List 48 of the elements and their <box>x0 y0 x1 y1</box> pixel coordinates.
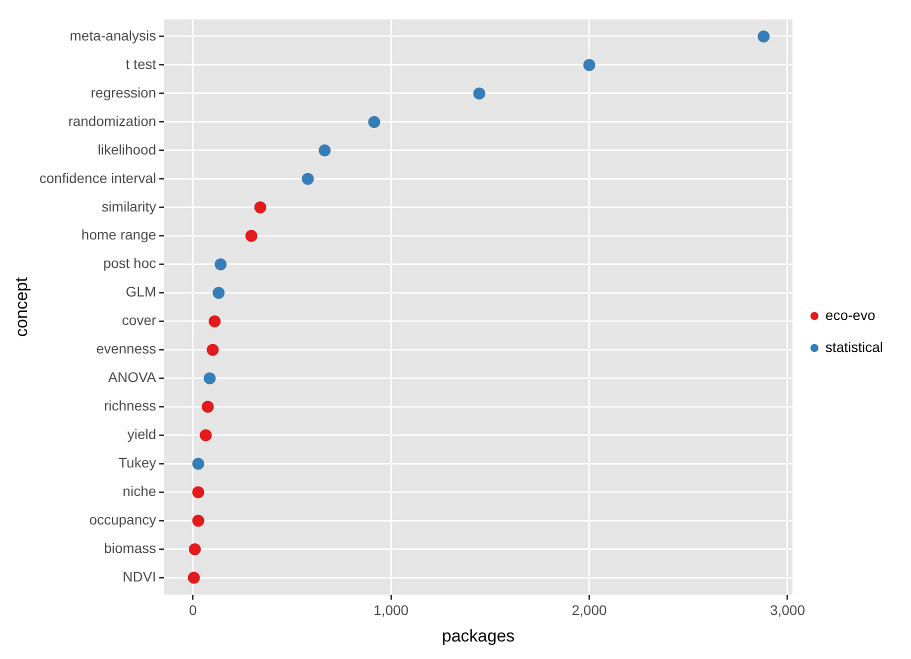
y-tick-label: biomass <box>104 540 156 556</box>
y-tick-label: niche <box>122 483 156 500</box>
x-tick-label: 1,000 <box>374 602 409 618</box>
y-tick-label: GLM <box>126 284 156 300</box>
point <box>214 258 227 270</box>
y-axis-title: concept <box>12 277 31 337</box>
y-tick-label: likelihood <box>98 141 156 158</box>
point <box>200 429 212 442</box>
point <box>206 344 219 356</box>
point <box>583 58 596 71</box>
point <box>212 286 225 299</box>
point <box>318 144 331 156</box>
point <box>368 116 380 128</box>
y-tick-label: randomization <box>68 112 156 129</box>
y-tick-label: richness <box>104 398 156 414</box>
y-tick-label: occupancy <box>89 512 156 528</box>
point <box>192 514 204 527</box>
point <box>245 230 258 242</box>
x-tick-label: 3,000 <box>770 602 806 618</box>
y-tick-label: home range <box>81 226 156 243</box>
x-tick-label: 0 <box>188 602 197 618</box>
point <box>192 486 204 498</box>
point <box>473 87 486 100</box>
y-tick-label: yield <box>127 426 156 442</box>
point <box>202 400 214 413</box>
y-tick-label: t test <box>126 56 156 72</box>
x-axis-title: packages <box>442 626 515 646</box>
legend-label: eco-evo <box>825 306 876 323</box>
y-tick-label: ANOVA <box>108 369 157 386</box>
y-tick-label: NDVI <box>122 568 156 585</box>
point <box>302 172 314 185</box>
point <box>208 315 221 328</box>
point <box>188 543 201 556</box>
y-tick-label: evenness <box>96 340 156 357</box>
y-tick-label: meta-analysis <box>70 27 156 44</box>
y-tick-label: cover <box>122 312 156 328</box>
point <box>254 201 266 214</box>
x-tick-label: 2,000 <box>572 602 607 618</box>
point <box>192 458 204 470</box>
y-tick-label: post hoc <box>103 255 156 272</box>
y-tick-label: confidence interval <box>39 170 156 186</box>
point <box>204 372 216 384</box>
point <box>758 30 770 42</box>
y-tick-label: similarity <box>102 198 156 214</box>
legend-label: statistical <box>825 338 884 355</box>
point <box>188 572 200 584</box>
y-tick-label: regression <box>90 84 156 100</box>
y-tick-label: Tukey <box>118 454 156 471</box>
